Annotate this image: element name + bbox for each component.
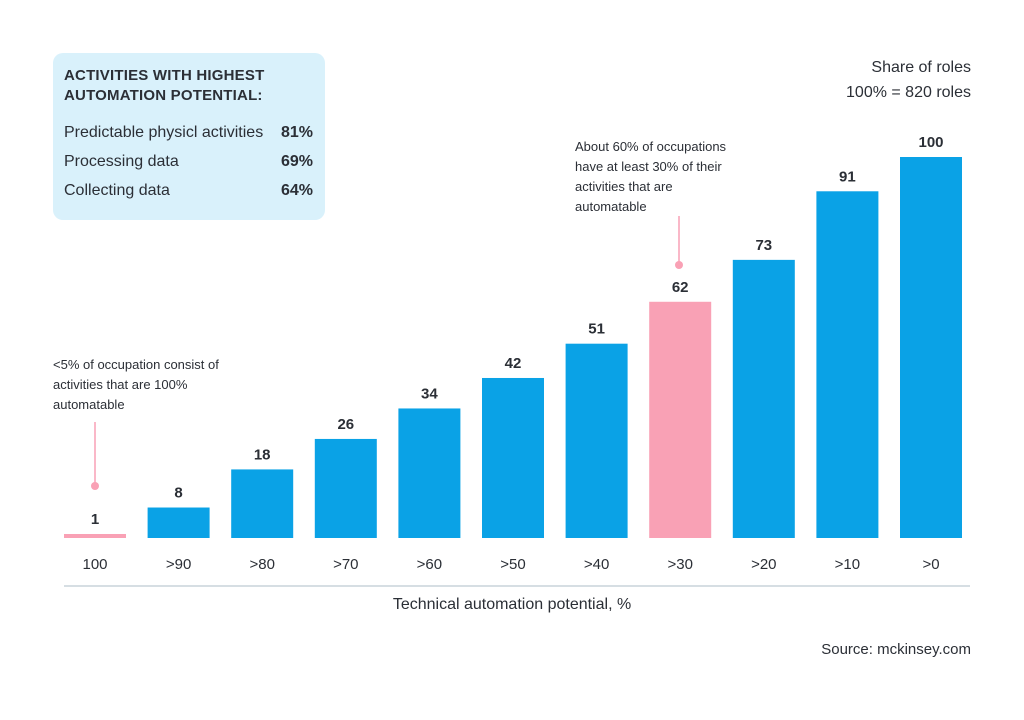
info-row-value: 81% [280, 124, 313, 141]
value-label: 42 [505, 355, 522, 372]
bar-2 [231, 469, 294, 538]
value-label: 26 [337, 416, 354, 433]
bar-0 [64, 534, 126, 538]
annotation-mid-pointer [675, 216, 683, 269]
info-row: Predictable physicl activities 81% [64, 118, 313, 147]
x-tick-label: >60 [417, 556, 442, 573]
info-row-value: 69% [280, 153, 313, 170]
value-label: 91 [839, 168, 856, 185]
info-row-label: Processing data [64, 153, 179, 170]
info-row: Collecting data 64% [64, 176, 313, 205]
bar-5 [482, 377, 544, 538]
share-note-line1: Share of roles [871, 59, 971, 76]
x-axis-title: Technical automation potential, % [392, 596, 632, 613]
x-tick-label: >70 [333, 556, 358, 573]
bar-3 [314, 438, 377, 538]
value-label: 34 [421, 385, 438, 402]
annotation-left: <5% of occupation consist of activities … [53, 357, 219, 412]
bar-10 [900, 157, 962, 538]
x-tick-label: >30 [667, 556, 692, 573]
x-tick-label: >40 [584, 556, 609, 573]
annotation-left-pointer [91, 422, 99, 490]
x-tick-label: >0 [922, 556, 939, 573]
info-row-label: Predictable physicl activities [64, 124, 264, 141]
source-note: Source: mckinsey.com [821, 641, 971, 658]
bar-4 [398, 408, 461, 538]
bar-9 [816, 191, 879, 539]
x-tick-label: >10 [835, 556, 860, 573]
x-tick-label: >20 [751, 556, 776, 573]
info-row-value: 64% [280, 182, 313, 199]
bar-6 [565, 343, 628, 538]
x-tick-label: >80 [249, 556, 274, 573]
share-note: Share of roles 100% = 820 roles [846, 55, 971, 105]
value-label: 100 [918, 134, 943, 151]
annotation-mid: About 60% of occupations have at least 3… [575, 139, 727, 214]
value-label: 73 [755, 237, 772, 254]
x-tick-label: >90 [166, 556, 191, 573]
bar-1 [147, 507, 210, 538]
info-box-title: ACTIVITIES WITH HIGHEST AUTOMATION POTEN… [64, 67, 265, 104]
info-row: Processing data 69% [64, 147, 313, 176]
info-box: ACTIVITIES WITH HIGHEST AUTOMATION POTEN… [53, 53, 325, 220]
value-label: 8 [174, 485, 182, 502]
bar-7 [649, 301, 712, 538]
value-label: 1 [91, 511, 99, 528]
x-tick-label: 100 [82, 556, 107, 573]
x-tick-label: >50 [500, 556, 525, 573]
share-note-line2: 100% = 820 roles [846, 84, 971, 101]
info-row-label: Collecting data [64, 182, 170, 199]
bar-8 [732, 259, 795, 538]
info-box-rows: Predictable physicl activities 81% Proce… [64, 118, 313, 205]
value-label: 62 [672, 279, 689, 296]
value-label: 51 [588, 321, 605, 338]
value-label: 18 [254, 446, 271, 463]
